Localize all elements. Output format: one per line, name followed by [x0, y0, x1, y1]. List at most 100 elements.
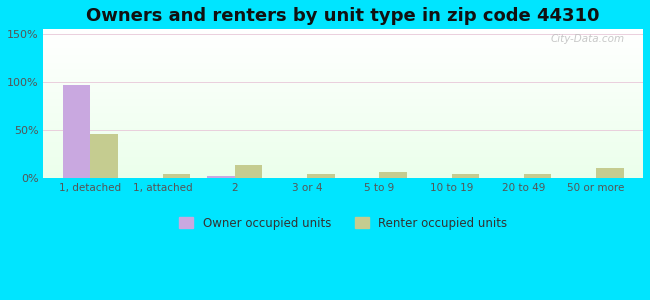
Bar: [44, 125, 643, 126]
Bar: [44, 174, 643, 175]
Bar: [44, 149, 643, 150]
Bar: [44, 118, 643, 119]
Bar: [44, 70, 643, 71]
Bar: [44, 46, 643, 47]
Bar: [452, 174, 479, 178]
Bar: [44, 45, 643, 46]
Bar: [44, 118, 643, 119]
Bar: [44, 119, 643, 120]
Bar: [44, 166, 643, 167]
Bar: [44, 117, 643, 118]
Bar: [307, 174, 335, 178]
Bar: [44, 33, 643, 34]
Bar: [44, 59, 643, 60]
Bar: [44, 154, 643, 155]
Bar: [44, 48, 643, 49]
Bar: [44, 152, 643, 153]
Bar: [44, 35, 643, 36]
Bar: [44, 90, 643, 91]
Bar: [44, 146, 643, 147]
Bar: [44, 51, 643, 52]
Bar: [44, 77, 643, 78]
Bar: [44, 137, 643, 138]
Bar: [44, 161, 643, 162]
Bar: [44, 113, 643, 114]
Bar: [44, 50, 643, 51]
Bar: [44, 81, 643, 82]
Bar: [90, 134, 118, 178]
Bar: [44, 32, 643, 33]
Bar: [44, 94, 643, 95]
Bar: [44, 162, 643, 163]
Bar: [44, 37, 643, 38]
Bar: [44, 76, 643, 77]
Bar: [44, 133, 643, 134]
Bar: [44, 127, 643, 128]
Bar: [596, 168, 623, 178]
Bar: [44, 84, 643, 85]
Bar: [44, 54, 643, 55]
Bar: [44, 132, 643, 133]
Bar: [44, 153, 643, 154]
Bar: [44, 106, 643, 107]
Bar: [44, 78, 643, 79]
Bar: [44, 58, 643, 59]
Bar: [44, 88, 643, 89]
Bar: [44, 89, 643, 90]
Bar: [44, 67, 643, 68]
Bar: [63, 85, 90, 178]
Bar: [44, 57, 643, 58]
Bar: [44, 144, 643, 145]
Bar: [44, 107, 643, 108]
Bar: [44, 91, 643, 92]
Bar: [44, 63, 643, 64]
Bar: [44, 60, 643, 61]
Bar: [44, 136, 643, 137]
Bar: [44, 69, 643, 70]
Title: Owners and renters by unit type in zip code 44310: Owners and renters by unit type in zip c…: [86, 7, 600, 25]
Bar: [44, 92, 643, 93]
Bar: [44, 68, 643, 69]
Bar: [44, 40, 643, 41]
Bar: [44, 102, 643, 103]
Bar: [44, 169, 643, 170]
Bar: [44, 55, 643, 56]
Bar: [44, 34, 643, 35]
Bar: [44, 98, 643, 99]
Bar: [44, 130, 643, 131]
Bar: [44, 151, 643, 152]
Bar: [44, 97, 643, 98]
Bar: [44, 66, 643, 67]
Bar: [44, 124, 643, 125]
Bar: [235, 166, 263, 178]
Bar: [44, 42, 643, 43]
Bar: [44, 131, 643, 132]
Bar: [44, 140, 643, 141]
Bar: [44, 100, 643, 101]
Bar: [44, 61, 643, 62]
Bar: [44, 105, 643, 106]
Bar: [44, 56, 643, 57]
Legend: Owner occupied units, Renter occupied units: Owner occupied units, Renter occupied un…: [174, 212, 512, 235]
Bar: [44, 73, 643, 74]
Text: City-Data.com: City-Data.com: [551, 34, 625, 44]
Bar: [524, 174, 551, 178]
Bar: [44, 116, 643, 117]
Bar: [44, 159, 643, 160]
Bar: [44, 143, 643, 144]
Bar: [44, 128, 643, 129]
Bar: [44, 121, 643, 122]
Bar: [44, 134, 643, 135]
Bar: [44, 47, 643, 48]
Bar: [44, 29, 643, 30]
Bar: [44, 36, 643, 37]
Bar: [44, 112, 643, 113]
Bar: [44, 64, 643, 65]
Bar: [44, 95, 643, 96]
Bar: [44, 139, 643, 140]
Bar: [44, 160, 643, 161]
Bar: [44, 141, 643, 142]
Bar: [44, 126, 643, 127]
Bar: [44, 171, 643, 172]
Bar: [44, 173, 643, 174]
